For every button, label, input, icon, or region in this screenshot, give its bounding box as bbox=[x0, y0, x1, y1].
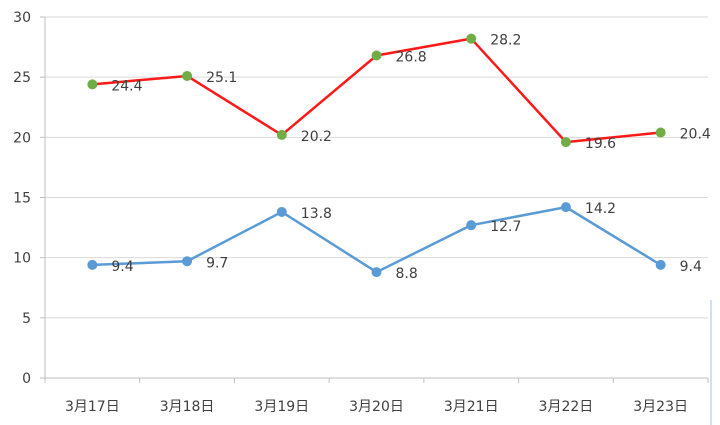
y-tick-label-0: 0 bbox=[22, 371, 31, 387]
series-0-data-label-6: 20.4 bbox=[680, 127, 711, 143]
series-0-data-label-3: 26.8 bbox=[396, 50, 427, 66]
x-tick-label-1: 3月18日 bbox=[160, 399, 215, 415]
x-tick-label-2: 3月19日 bbox=[254, 399, 309, 415]
series-1-point-4 bbox=[466, 220, 477, 231]
x-tick-label-5: 3月22日 bbox=[539, 399, 594, 415]
series-0-data-label-2: 20.2 bbox=[301, 129, 332, 145]
series-1-point-1 bbox=[182, 256, 193, 267]
series-1-data-label-0: 9.4 bbox=[111, 259, 133, 275]
series-0-point-0 bbox=[87, 79, 98, 90]
series-1-data-label-1: 9.7 bbox=[206, 255, 228, 271]
y-tick-label-25: 25 bbox=[13, 70, 31, 86]
data-labels: 24.4 25.1 20.2 26.8 28.2 19.6 20.4 9.4 9.7 13.8 8.… bbox=[111, 33, 711, 282]
series-1-data-label-3: 8.8 bbox=[396, 266, 418, 282]
x-tick-label-4: 3月21日 bbox=[444, 399, 499, 415]
series-1-point-0 bbox=[87, 259, 98, 270]
series-1-data-label-5: 14.2 bbox=[585, 201, 616, 217]
series-0-point-4 bbox=[466, 33, 477, 44]
series-group bbox=[87, 33, 666, 278]
series-1-point-3 bbox=[371, 267, 382, 278]
x-tick-label-3: 3月20日 bbox=[349, 399, 404, 415]
series-1-data-label-6: 9.4 bbox=[680, 259, 702, 275]
series-0-data-label-1: 25.1 bbox=[206, 70, 237, 86]
series-0-point-6 bbox=[655, 127, 666, 138]
series-0-data-label-4: 28.2 bbox=[490, 33, 521, 49]
series-0-data-label-5: 19.6 bbox=[585, 136, 616, 152]
series-0-point-3 bbox=[371, 50, 382, 61]
x-tick-label-0: 3月17日 bbox=[65, 399, 120, 415]
series-1-line bbox=[92, 205, 662, 274]
y-tick-label-20: 20 bbox=[13, 130, 31, 146]
gridlines bbox=[45, 16, 708, 319]
series-1-data-label-4: 12.7 bbox=[490, 219, 521, 235]
axes bbox=[44, 17, 712, 425]
series-1-data-label-2: 13.8 bbox=[301, 206, 332, 222]
y-tick-label-15: 15 bbox=[13, 191, 31, 207]
series-0-point-5 bbox=[560, 137, 571, 148]
y-tick-label-30: 30 bbox=[13, 10, 31, 26]
y-axis-ticks: 0 5 10 15 20 25 30 bbox=[13, 10, 45, 387]
series-0-point-2 bbox=[276, 129, 287, 140]
series-0-point-1 bbox=[182, 70, 193, 81]
series-1-point-2 bbox=[276, 206, 287, 217]
x-tick-label-6: 3月23日 bbox=[633, 399, 688, 415]
series-1-point-6 bbox=[655, 259, 666, 270]
series-1-point-5 bbox=[560, 202, 571, 213]
x-axis-ticks: 3月17日 3月18日 3月19日 3月20日 3月21日 3月22日 3月23日 bbox=[44, 378, 709, 415]
series-0-data-label-0: 24.4 bbox=[111, 78, 142, 94]
y-tick-label-10: 10 bbox=[13, 251, 31, 267]
y-tick-label-5: 5 bbox=[22, 311, 31, 327]
